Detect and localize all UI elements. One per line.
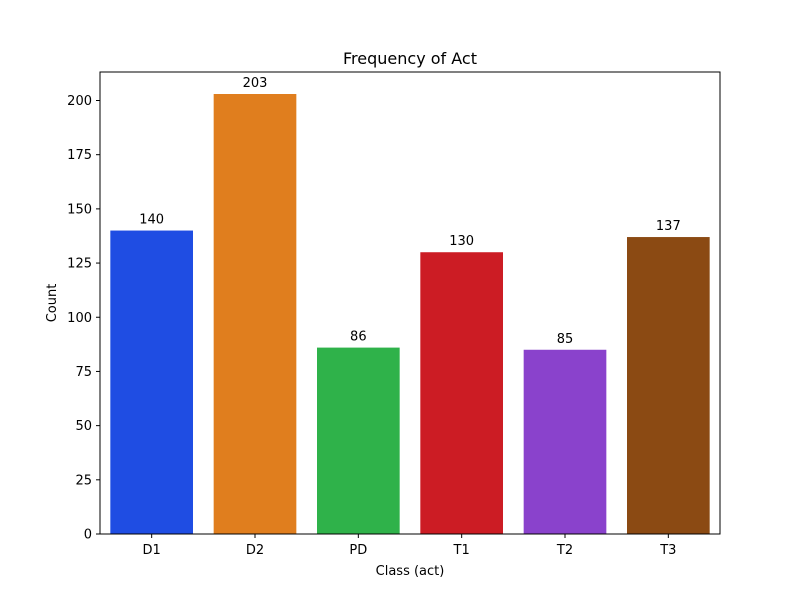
bar-t3 [627, 237, 710, 535]
x-tick-label-t2: T2 [556, 543, 573, 558]
y-tick-label-150: 150 [67, 202, 92, 217]
y-tick-label-75: 75 [75, 365, 92, 380]
y-tick-label-175: 175 [67, 148, 92, 163]
bar-d2 [213, 94, 297, 534]
bars-group [110, 94, 710, 535]
y-tick-label-100: 100 [67, 311, 92, 326]
bar-t1 [420, 252, 503, 535]
x-tick-label-d1: D1 [143, 543, 161, 558]
y-tick-label-50: 50 [75, 419, 92, 434]
data-label-pd: 86 [350, 330, 367, 345]
x-axis-label: Class (act) [376, 564, 445, 579]
x-tick-label-d2: D2 [246, 543, 264, 558]
data-label-d1: 140 [139, 213, 164, 228]
data-label-t2: 85 [557, 332, 574, 347]
data-labels-group: 140 203 86 130 85 137 [139, 76, 680, 347]
plot-frame [99, 71, 721, 535]
x-axis: D1 D2 PD T1 T2 T3 [143, 534, 676, 558]
data-label-t3: 137 [656, 219, 681, 234]
x-tick-label-pd: PD [349, 543, 367, 558]
x-tick-label-t3: T3 [659, 543, 676, 558]
y-axis-label: Count [45, 284, 60, 323]
chart-title: Frequency of Act [343, 49, 477, 68]
y-tick-label-200: 200 [67, 94, 92, 109]
bar-t2 [523, 349, 607, 534]
y-tick-label-0: 0 [84, 528, 92, 543]
y-tick-label-125: 125 [67, 257, 92, 272]
bar-pd [317, 347, 400, 534]
y-axis: 0 25 50 75 100 125 150 175 200 [67, 94, 100, 543]
x-tick-label-t1: T1 [453, 543, 470, 558]
data-label-d2: 203 [243, 76, 268, 91]
y-tick-label-25: 25 [75, 473, 92, 488]
data-label-t1: 130 [449, 234, 474, 249]
bar-d1 [110, 230, 193, 535]
